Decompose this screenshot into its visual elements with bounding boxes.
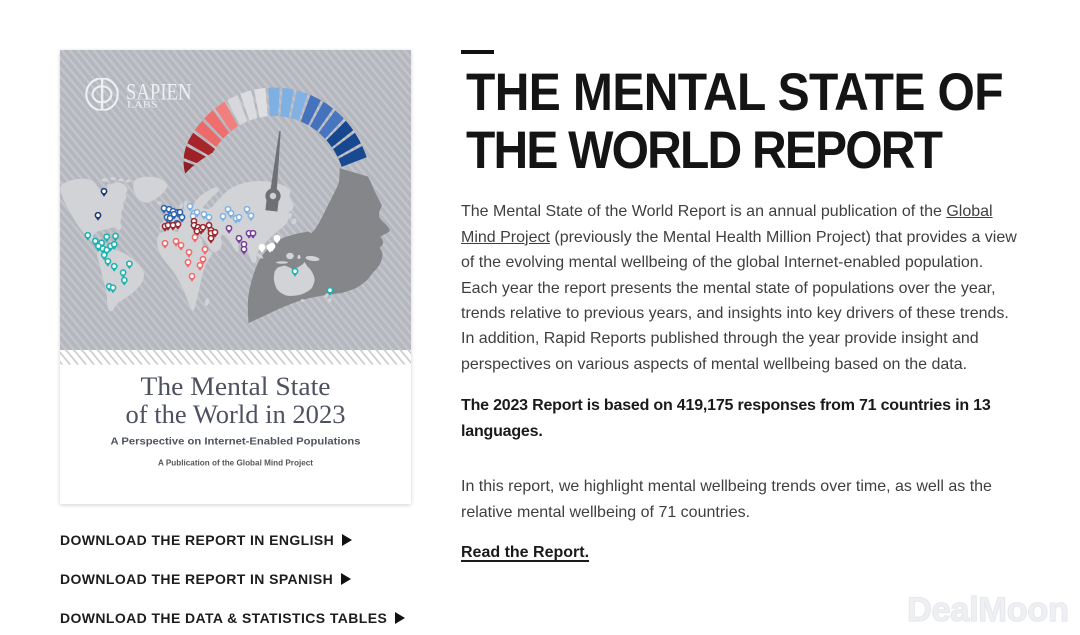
svg-text:SAPIEN: SAPIEN xyxy=(126,80,192,106)
svg-text:A Publication of the Global Mi: A Publication of the Global Mind Project xyxy=(158,457,313,467)
svg-text:of the World in 2023: of the World in 2023 xyxy=(126,399,346,429)
svg-text:LABS: LABS xyxy=(127,100,158,110)
svg-text:A Perspective on Internet-Enab: A Perspective on Internet-Enabled Popula… xyxy=(111,436,361,448)
svg-text:The Mental State: The Mental State xyxy=(141,371,331,401)
